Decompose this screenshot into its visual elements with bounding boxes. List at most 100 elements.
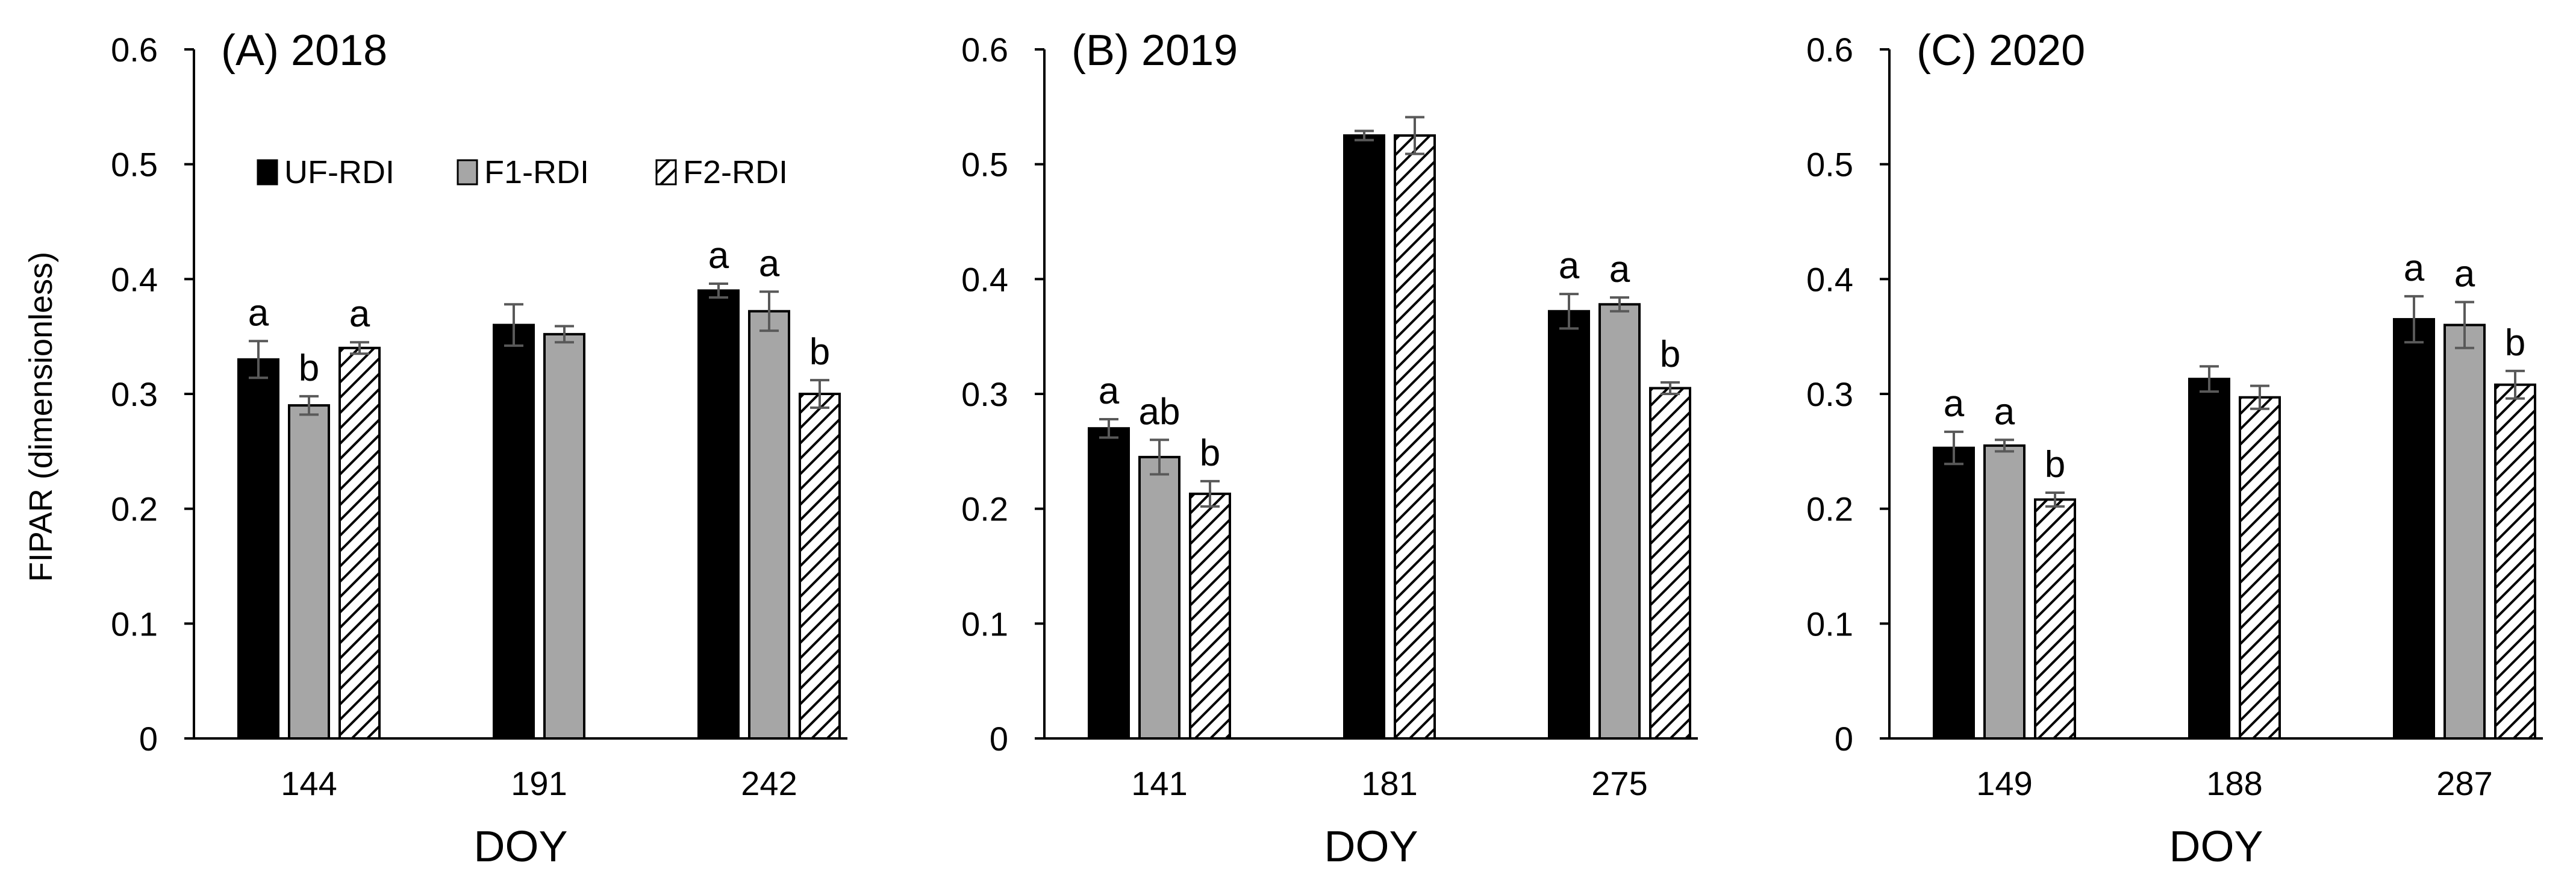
legend-item-f1-rdi: F1-RDI	[457, 154, 589, 190]
x-tick-label: 188	[2206, 764, 2262, 802]
significance-letter: a	[349, 293, 370, 335]
significance-letter: a	[1609, 249, 1630, 290]
y-tick-label: 0.6	[961, 31, 1008, 69]
bar-f1-rdi	[748, 310, 790, 740]
bar-uf-rdi	[2393, 318, 2435, 740]
y-tick-label: 0.2	[111, 490, 158, 528]
x-tick-label: 141	[1131, 764, 1187, 802]
y-tick-label: 0.4	[1806, 260, 1853, 298]
x-axis-label: DOY	[1324, 823, 1418, 871]
bar-uf-rdi	[1548, 310, 1590, 740]
significance-letter: a	[708, 235, 729, 276]
error-bar	[2404, 295, 2424, 344]
legend-swatch	[655, 159, 677, 186]
bar-f2-rdi	[2494, 383, 2536, 740]
significance-letter: a	[2454, 253, 2475, 295]
bar-f2-rdi	[338, 346, 381, 740]
x-tick-label: 149	[1976, 764, 2032, 802]
chart-panel-1: 0 0.1 0.2 0.3 0.4 0.5 0.6 (A) 2018 DOY 144 a b a 191 2…	[111, 27, 847, 871]
y-tick-label: 0	[990, 720, 1008, 758]
y-tick-label: 0.3	[961, 375, 1008, 413]
significance-letter: b	[809, 331, 830, 373]
y-axis-label: FIPAR (dimensionless)	[23, 252, 59, 582]
panel-title: (C) 2020	[1916, 27, 2085, 75]
y-tick-label: 0.1	[111, 605, 158, 643]
y-tick-label: 0.4	[961, 260, 1008, 298]
significance-letter: b	[1200, 432, 1220, 474]
panel-title: (A) 2018	[221, 27, 387, 75]
significance-letter: b	[2045, 444, 2065, 485]
x-tick-label: 275	[1591, 764, 1647, 802]
bar-f2-rdi	[799, 393, 841, 740]
x-tick-label: 181	[1361, 764, 1417, 802]
significance-letter: ab	[1139, 391, 1180, 432]
error-bar	[504, 303, 523, 347]
legend-swatch	[257, 159, 278, 186]
error-bar	[1610, 296, 1629, 313]
error-bar	[2506, 369, 2525, 400]
bar-f1-rdi	[543, 332, 585, 740]
y-tick-label: 0.4	[111, 260, 158, 298]
x-tick-label: 144	[281, 764, 337, 802]
y-tick-label: 0.2	[1806, 490, 1853, 528]
error-bar	[2200, 365, 2219, 393]
legend-swatch	[457, 159, 478, 186]
bar-f2-rdi	[2034, 498, 2076, 740]
bar-f1-rdi	[1138, 455, 1180, 740]
error-bar	[1995, 438, 2014, 453]
significance-letter: a	[1099, 370, 1120, 412]
error-bar	[1661, 381, 1680, 395]
x-axis-label: DOY	[473, 823, 567, 871]
bar-uf-rdi	[237, 358, 279, 740]
significance-letter: b	[1660, 334, 1680, 375]
bar-uf-rdi	[2188, 378, 2230, 740]
error-bar	[810, 379, 829, 409]
y-tick-label: 0	[139, 720, 158, 758]
significance-letter: a	[1994, 391, 2015, 432]
x-tick-label: 191	[511, 764, 567, 802]
error-bar	[299, 395, 319, 416]
y-tick-label: 0.5	[111, 146, 158, 184]
y-tick-label: 0.2	[961, 490, 1008, 528]
error-bar	[1355, 129, 1374, 142]
x-tick-label: 242	[741, 764, 797, 802]
error-bar	[759, 290, 779, 332]
significance-letter: a	[1559, 245, 1580, 287]
significance-letter: a	[1944, 383, 1965, 425]
x-tick-label: 287	[2436, 764, 2492, 802]
bar-f2-rdi	[1189, 492, 1231, 740]
y-tick-label: 0.6	[111, 31, 158, 69]
bar-f1-rdi	[2443, 323, 2486, 740]
y-tick-label: 0.1	[1806, 605, 1853, 643]
y-tick-label: 0.3	[111, 375, 158, 413]
x-axis-label: DOY	[2169, 823, 2263, 871]
legend-label: F1-RDI	[484, 154, 589, 190]
bar-uf-rdi	[1343, 134, 1385, 740]
legend-item-uf-rdi: UF-RDI	[257, 154, 395, 190]
significance-letter: a	[759, 243, 780, 284]
error-bar	[2045, 491, 2065, 508]
error-bar	[555, 325, 574, 344]
bar-f2-rdi	[1394, 134, 1436, 740]
bar-uf-rdi	[1088, 427, 1130, 740]
y-tick-label: 0.1	[961, 605, 1008, 643]
error-bar	[1150, 438, 1169, 476]
error-bar	[1405, 116, 1424, 155]
error-bar	[709, 282, 728, 299]
panel-title: (B) 2019	[1071, 27, 1238, 75]
error-bar	[1200, 479, 1220, 508]
significance-letter: a	[2404, 248, 2425, 289]
significance-letter: a	[248, 292, 269, 334]
error-bar	[249, 340, 268, 379]
error-bar	[1944, 430, 1963, 466]
bar-uf-rdi	[697, 289, 740, 740]
y-tick-label: 0.3	[1806, 375, 1853, 413]
bar-f1-rdi	[1598, 303, 1641, 740]
y-tick-label: 0.5	[1806, 146, 1853, 184]
bar-f2-rdi	[2239, 396, 2281, 740]
error-bar	[1099, 417, 1118, 439]
legend: UF-RDI F1-RDI F2-RDI	[257, 154, 788, 190]
